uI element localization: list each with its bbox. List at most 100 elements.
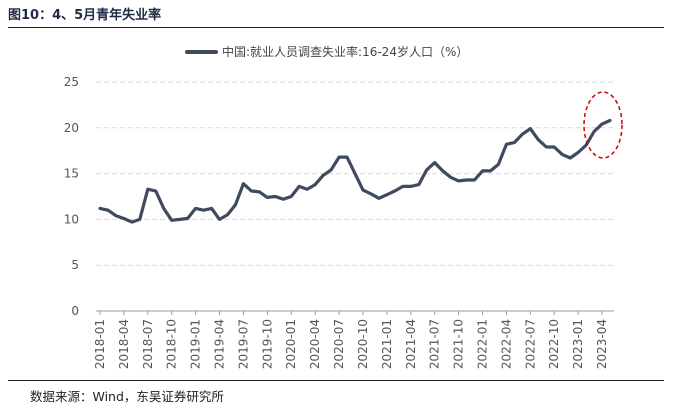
data-point [513,141,516,144]
data-point [609,119,612,122]
data-point [338,156,341,159]
data-point [202,209,205,212]
x-tick-label: 2023-04 [595,319,609,369]
y-tick-label: 5 [71,258,79,272]
data-point [162,207,165,210]
y-axis: 0 5 10 15 20 25 [64,75,79,318]
x-tick-label: 2023-01 [571,319,585,369]
data-point [178,218,181,221]
data-point [441,169,444,172]
data-point [401,185,404,188]
data-point [529,127,532,130]
x-tick-label: 2018-07 [141,319,155,369]
data-point [409,185,412,188]
legend-label: 中国:就业人员调查失业率:16-24岁人口（%） [222,44,468,59]
data-point [537,138,540,141]
x-tick-label: 2019-04 [213,319,227,369]
data-point [354,172,357,175]
data-point [226,213,229,216]
data-point [154,190,157,193]
data-point [107,209,110,212]
x-tick-label: 2021-07 [428,319,442,369]
source-note: 数据来源：Wind，东吴证券研究所 [30,389,224,404]
x-axis: 2018-01 2018-04 2018-07 2018-10 2019-01 2019-… [93,311,609,369]
data-point [306,188,309,191]
x-tick-label: 2022-04 [499,319,513,369]
data-point [521,133,524,136]
data-point [369,192,372,195]
x-tick-label: 2020-01 [284,319,298,369]
highlight-ellipse [583,91,623,159]
x-tick-label: 2019-01 [189,319,203,369]
x-tick-label: 2019-10 [260,319,274,369]
data-point [481,169,484,172]
series-line [98,118,612,224]
data-point [449,176,452,179]
x-tick-label: 2021-10 [452,319,466,369]
annotation-layer [583,91,623,159]
data-point [377,197,380,200]
data-point [290,195,293,198]
data-point [122,217,125,220]
data-point [497,163,500,166]
data-point [489,169,492,172]
data-point [601,123,604,126]
data-point [130,221,133,224]
data-point [218,218,221,221]
data-point [322,174,325,177]
y-tick-label: 0 [71,304,79,318]
y-tick-label: 20 [64,121,79,135]
x-tick-label: 2021-01 [380,319,394,369]
y-tick-label: 15 [64,167,79,181]
data-point [393,190,396,193]
y-tick-label: 10 [64,212,79,226]
data-point [314,183,317,186]
x-tick-label: 2020-10 [356,319,370,369]
data-point [146,188,149,191]
data-point [569,157,572,160]
data-point [186,217,189,220]
x-tick-label: 2018-10 [165,319,179,369]
data-point [505,143,508,146]
x-tick-label: 2022-01 [476,319,490,369]
data-point [234,203,237,206]
gridlines [96,81,614,312]
data-point [210,207,213,210]
data-point [282,198,285,201]
data-point [114,214,117,217]
data-point [266,196,269,199]
y-tick-label: 25 [64,75,79,89]
data-point [170,219,173,222]
top-rule [8,27,664,28]
data-point [473,179,476,182]
x-tick-label: 2022-10 [547,319,561,369]
x-tick-label: 2022-07 [523,319,537,369]
data-point [138,218,141,221]
data-point [577,151,580,154]
data-point [242,182,245,185]
x-tick-label: 2018-04 [117,319,131,369]
series-layer [98,118,612,224]
bottom-rule [8,380,664,381]
data-point [457,179,460,182]
data-point [593,130,596,133]
figure-title: 图10：4、5月青年失业率 [8,8,162,23]
data-point [330,168,333,171]
x-tick-label: 2018-01 [93,319,107,369]
x-tick-label: 2019-07 [236,319,250,369]
data-point [385,193,388,196]
data-point [258,190,261,193]
data-point [465,179,468,182]
data-point [362,189,365,192]
data-point [194,207,197,210]
data-point [346,156,349,159]
data-point [99,207,102,210]
data-point [425,168,428,171]
data-point [545,146,548,149]
data-point [298,185,301,188]
data-point [433,161,436,164]
x-tick-label: 2021-04 [404,319,418,369]
data-point [274,195,277,198]
x-tick-label: 2020-07 [332,319,346,369]
